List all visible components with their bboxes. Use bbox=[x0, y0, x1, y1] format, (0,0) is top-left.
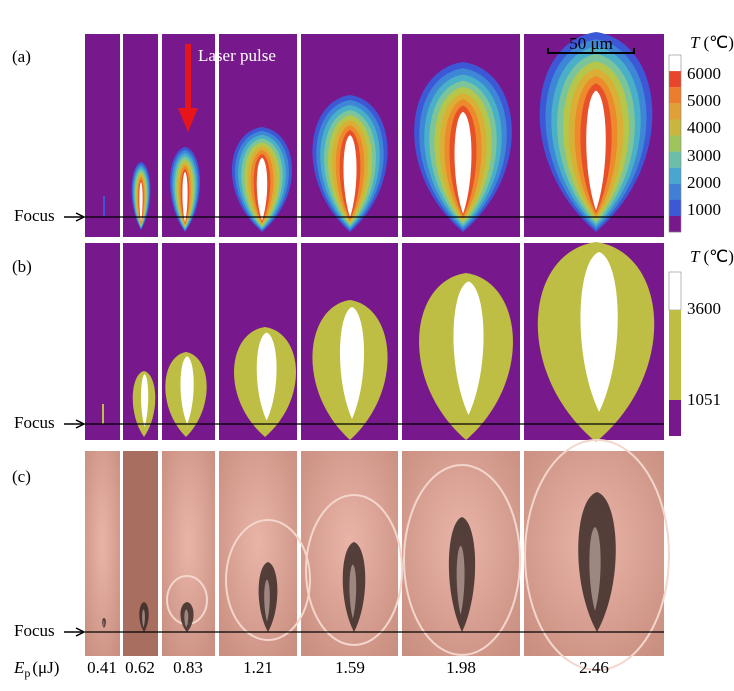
colorbar-segment bbox=[669, 400, 681, 436]
colorbar-tick-label: 4000 bbox=[687, 118, 721, 137]
colorbar-segment bbox=[669, 184, 681, 200]
colorbar-segment bbox=[669, 168, 681, 184]
panel-label: (c) bbox=[12, 467, 31, 486]
scale-bar-label: 50 μm bbox=[569, 34, 613, 53]
laser-arrow bbox=[185, 44, 191, 112]
colorbar-segment bbox=[669, 152, 681, 168]
colorbar-tick-label: 6000 bbox=[687, 64, 721, 83]
energy-value: 0.41 bbox=[87, 658, 117, 677]
focus-label: Focus bbox=[14, 621, 55, 640]
sim-frame bbox=[85, 34, 120, 237]
focus-label: Focus bbox=[14, 413, 55, 432]
panel-label: (a) bbox=[12, 47, 31, 66]
annotation: Laser pulse bbox=[198, 46, 276, 65]
colorbar-tick-label: 3600 bbox=[687, 299, 721, 318]
unit: (℃) bbox=[703, 247, 733, 266]
colorbar-tick-label: 1000 bbox=[687, 200, 721, 219]
colorbar-title: T(℃) bbox=[690, 33, 734, 52]
energy-value: 0.62 bbox=[125, 658, 155, 677]
colorbar-segment bbox=[669, 136, 681, 152]
energy-value: 0.83 bbox=[173, 658, 203, 677]
energy-label: Ep(μJ) bbox=[13, 658, 59, 680]
subscript: p bbox=[24, 666, 30, 680]
symbol: E bbox=[13, 658, 25, 677]
colorbar-tick-label: 1051 bbox=[687, 390, 721, 409]
panels bbox=[64, 32, 681, 670]
colorbar-tick-label: 5000 bbox=[687, 91, 721, 110]
energy-value: 1.59 bbox=[335, 658, 365, 677]
energy-value: 1.21 bbox=[243, 658, 273, 677]
energy-value: 1.98 bbox=[446, 658, 476, 677]
colorbar-segment bbox=[669, 103, 681, 119]
colorbar-tick-label: 3000 bbox=[687, 146, 721, 165]
colorbar-segment bbox=[669, 119, 681, 135]
focus-label: Focus bbox=[14, 206, 55, 225]
colorbar-segment bbox=[669, 200, 681, 216]
micrograph bbox=[123, 451, 158, 656]
symbol: T bbox=[690, 33, 701, 52]
panel-label: (b) bbox=[12, 257, 32, 276]
micrograph bbox=[85, 451, 120, 656]
unit: (℃) bbox=[703, 33, 733, 52]
figure: (a) (b) (c) Focus Focus Focus Laser puls… bbox=[0, 0, 734, 686]
colorbar-tick-label: 2000 bbox=[687, 173, 721, 192]
colorbar-segment bbox=[669, 216, 681, 232]
colorbar-segment bbox=[669, 71, 681, 87]
energy-value: 2.46 bbox=[579, 658, 609, 677]
colorbar-segment bbox=[669, 272, 681, 310]
unit: (μJ) bbox=[32, 658, 59, 677]
colorbar-segment bbox=[669, 87, 681, 103]
symbol: T bbox=[690, 247, 701, 266]
colorbar-segment bbox=[669, 310, 681, 400]
colorbar-segment bbox=[669, 55, 681, 71]
colorbar-title: T(℃) bbox=[690, 247, 734, 266]
